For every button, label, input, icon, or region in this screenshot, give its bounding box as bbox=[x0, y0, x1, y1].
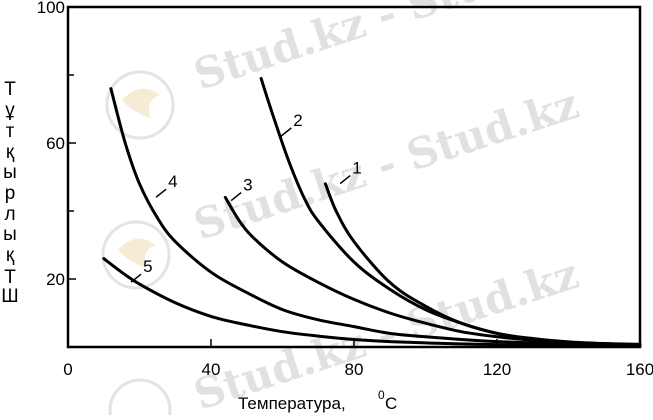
curve-label-1: 1 bbox=[352, 159, 361, 178]
x-tick-label: 40 bbox=[202, 360, 221, 379]
curve-label-leader bbox=[130, 273, 142, 283]
x-axis-unit: С bbox=[385, 394, 397, 413]
curve-label-4: 4 bbox=[168, 172, 177, 191]
x-axis-title: Температура, bbox=[238, 394, 346, 413]
curve-label-3: 3 bbox=[243, 176, 252, 195]
curve-labels: 1 2 3 4 5 bbox=[130, 111, 362, 283]
y-tick-label: 60 bbox=[46, 134, 65, 153]
curve-label-leader bbox=[230, 192, 242, 202]
x-tick-label: 160 bbox=[626, 360, 653, 379]
x-tick-label: 120 bbox=[483, 360, 511, 379]
curve-label-leader bbox=[280, 127, 292, 137]
y-tick-label: 100 bbox=[37, 0, 65, 17]
y-axis-title-char: қ bbox=[6, 245, 15, 266]
x-tick-label: 80 bbox=[345, 360, 364, 379]
y-axis-title-char: т bbox=[6, 121, 15, 142]
watermark-logo-3 bbox=[108, 378, 172, 420]
y-axis-title-char: Т bbox=[4, 79, 16, 100]
x-tick-label: 0 bbox=[63, 360, 72, 379]
x-axis-unit-superscript: 0 bbox=[378, 388, 385, 402]
watermark-logo-1 bbox=[105, 70, 175, 140]
watermark-logo-2 bbox=[101, 220, 171, 290]
curve-label-2: 2 bbox=[293, 111, 302, 130]
y-axis-title-char: ұ bbox=[5, 100, 15, 121]
y-axis-title-char: л bbox=[4, 204, 15, 225]
y-tick-label: 20 bbox=[46, 270, 65, 289]
y-axis-title-char: ы bbox=[3, 162, 17, 183]
y-axis-title-char: ы bbox=[3, 224, 17, 245]
curve-label-5: 5 bbox=[143, 257, 152, 276]
watermark: Stud.kz - Stud.kz Stud.kz - Stud.kz Stud… bbox=[101, 0, 585, 420]
watermark-text-1: Stud.kz - Stud.kz bbox=[188, 0, 585, 100]
axis-ticks: 0 40 80 120 160 20 60 100 bbox=[37, 0, 653, 379]
series-layer bbox=[102, 76, 642, 348]
watermark-text-2: Stud.kz - Stud.kz bbox=[188, 79, 585, 250]
series-line-4 bbox=[109, 87, 642, 347]
series-line-5 bbox=[102, 257, 642, 348]
y-axis-title-char: р bbox=[5, 183, 16, 204]
y-axis-title-char: Т bbox=[4, 267, 16, 288]
curve-label-leader bbox=[339, 175, 351, 185]
y-axis-title-char: қ bbox=[6, 142, 15, 163]
y-axis-title-char: Ш bbox=[1, 286, 18, 307]
curve-label-leader bbox=[155, 188, 167, 198]
